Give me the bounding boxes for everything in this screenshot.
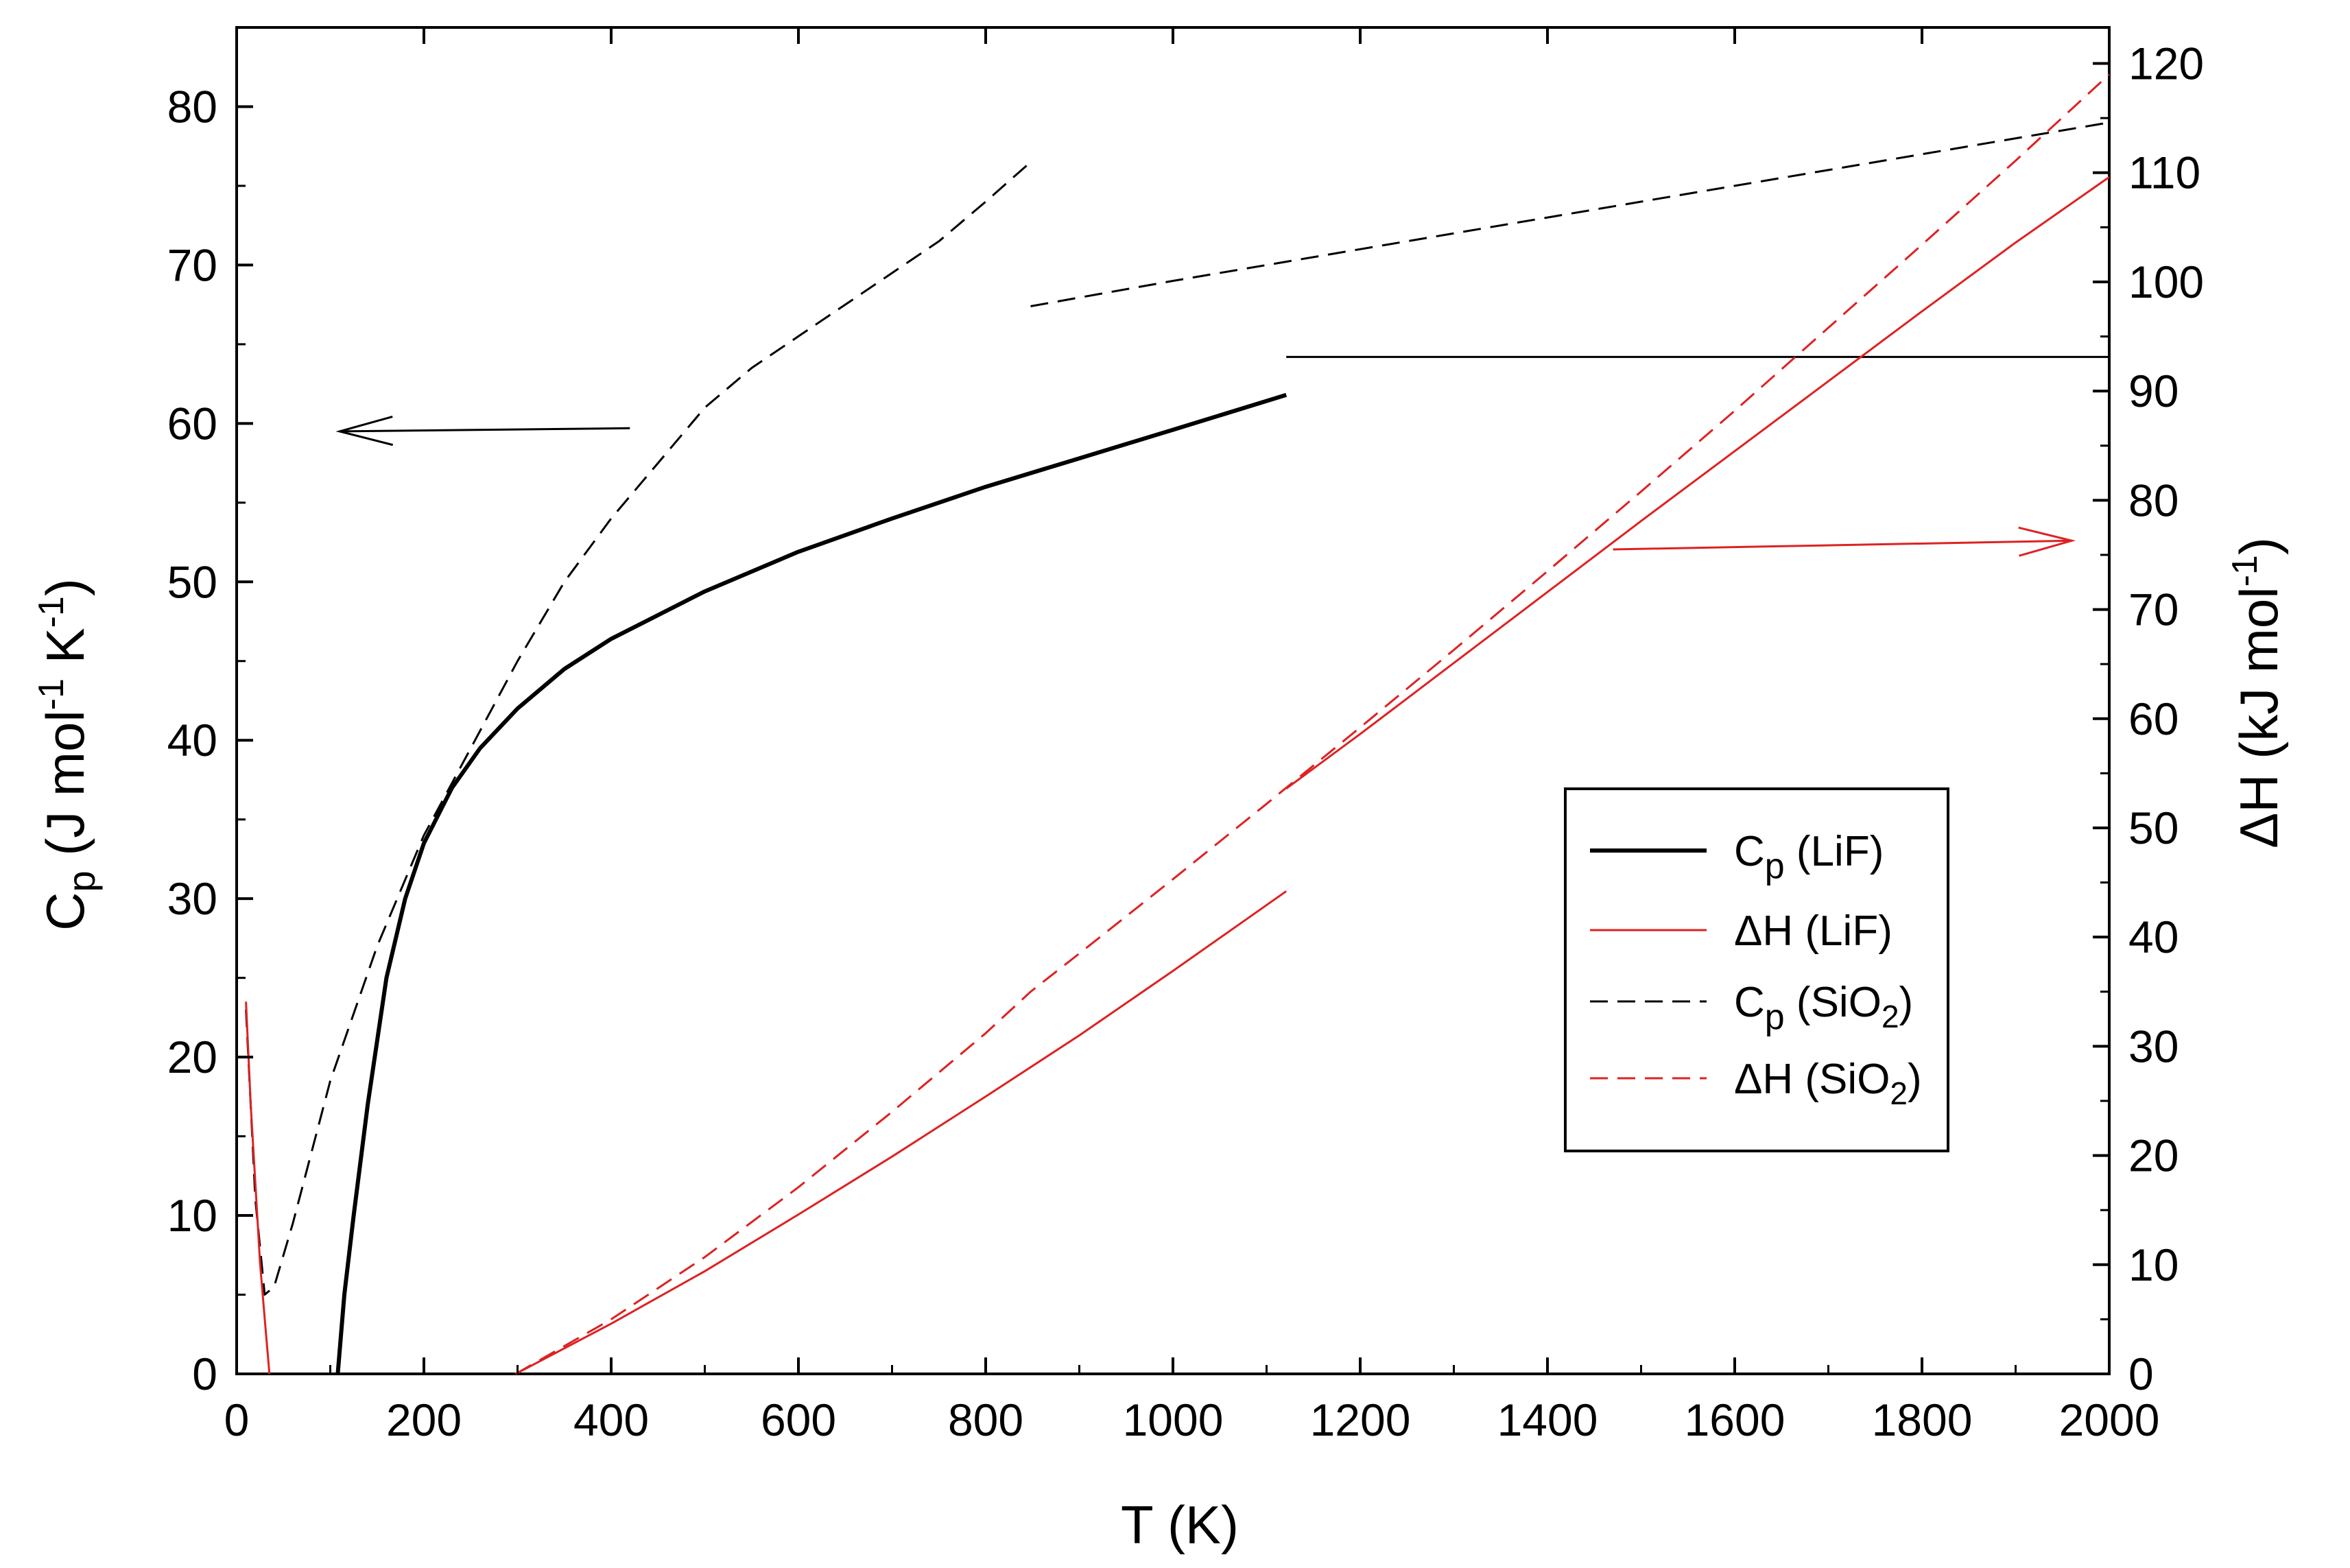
legend-label-cp-sio2: Cp (SiO2) [1734, 979, 1913, 1037]
x-tick-label-1200: 1200 [1310, 1394, 1411, 1445]
y-right-axis-title: ΔH (kJ mol-1) [2225, 537, 2289, 848]
x-tick-label-200: 200 [386, 1394, 462, 1445]
annotation-arrow-0-shaft [340, 427, 630, 433]
x-tick-label-1800: 1800 [1872, 1394, 1973, 1445]
series--h-sio2-segment-0 [515, 73, 2111, 1375]
x-tick-label-600: 600 [761, 1394, 836, 1445]
y-left-tick-label-30: 30 [167, 873, 217, 924]
y-left-tick-label-60: 60 [167, 398, 217, 449]
y-right-tick-label-0: 0 [2128, 1349, 2154, 1399]
y-right-tick-label-110: 110 [2128, 147, 2200, 198]
x-tick-label-400: 400 [573, 1394, 649, 1445]
y-left-title-main: C [35, 892, 95, 931]
y-left-tick-label-40: 40 [167, 715, 217, 765]
y-right-title-sup: -1 [2225, 555, 2265, 586]
x-tick-label-1600: 1600 [1685, 1394, 1785, 1445]
x-tick-label-800: 800 [948, 1394, 1023, 1445]
legend-label-dh-sio2: ΔH (SiO2) [1734, 1056, 1922, 1111]
x-tick-label-2000: 2000 [2059, 1394, 2160, 1445]
y-left-title-rest1: (J mol [35, 710, 95, 870]
y-left-title-sub: p [60, 870, 103, 892]
series-cp-lif-segment-0 [335, 392, 1287, 1375]
y-right-tick-label-60: 60 [2128, 693, 2179, 744]
y-left-tick-label-80: 80 [167, 81, 217, 132]
axes: 0 200 400 600 800 1000 1200 1400 1600 1800 2000010… [167, 27, 2204, 1445]
y-left-title-rest3: ) [35, 578, 95, 596]
y-right-tick-label-100: 100 [2128, 257, 2204, 307]
annotation-arrow-0-head [335, 416, 394, 447]
series-layer [245, 73, 2111, 1375]
y-left-tick-label-0: 0 [192, 1349, 217, 1399]
x-tick-label-0: 0 [224, 1394, 250, 1445]
y-left-tick-label-50: 50 [167, 556, 217, 607]
annotation-layer [335, 416, 2076, 557]
legend: Cp (LiF) ΔH (LiF) Cp (SiO2) ΔH (SiO2) [1564, 787, 1949, 1152]
series--h-lif-segment-0 [515, 890, 1287, 1375]
series--h-lif-segment-1 [1285, 176, 2110, 789]
y-left-title-rest2: K [35, 628, 95, 678]
y-right-tick-label-90: 90 [2128, 366, 2179, 416]
x-axis-title: T (K) [1121, 1495, 1239, 1555]
legend-label-cp-lif: Cp (LiF) [1734, 828, 1884, 886]
y-right-tick-label-10: 10 [2128, 1239, 2179, 1290]
y-right-tick-label-20: 20 [2128, 1130, 2179, 1181]
plot-area [235, 26, 2111, 1375]
y-left-tick-label-20: 20 [167, 1032, 217, 1082]
y-right-tick-label-50: 50 [2128, 803, 2179, 853]
series-cp-sio2-segment-1 [1030, 121, 2110, 307]
y-left-tick-label-70: 70 [167, 239, 217, 290]
y-right-tick-label-30: 30 [2128, 1021, 2179, 1071]
series-cp-lif-low-t-segment-0 [245, 1001, 271, 1375]
y-right-tick-label-40: 40 [2128, 912, 2179, 962]
y-left-tick-label-10: 10 [167, 1190, 217, 1241]
y-left-title-sup2: -1 [32, 596, 71, 628]
legend-label-dh-lif: ΔH (LiF) [1734, 907, 1892, 955]
y-right-tick-label-120: 120 [2128, 38, 2204, 89]
y-right-tick-label-80: 80 [2128, 475, 2179, 525]
annotation-arrow-1-shaft [1613, 539, 2072, 551]
annotation-arrow-1-head [2018, 526, 2076, 557]
y-right-title-main: ΔH (kJ mol [2229, 586, 2289, 848]
x-tick-label-1000: 1000 [1123, 1394, 1224, 1445]
y-left-axis-title: Cp (J mol-1 K-1) [32, 578, 103, 931]
plot-frame [235, 26, 2111, 1375]
x-tick-label-1400: 1400 [1497, 1394, 1598, 1445]
y-left-title-sup1: -1 [32, 678, 71, 710]
y-right-tick-label-70: 70 [2128, 584, 2179, 635]
series-cp-sio2-segment-0 [245, 161, 1032, 1296]
y-right-title-rest: ) [2229, 537, 2289, 555]
